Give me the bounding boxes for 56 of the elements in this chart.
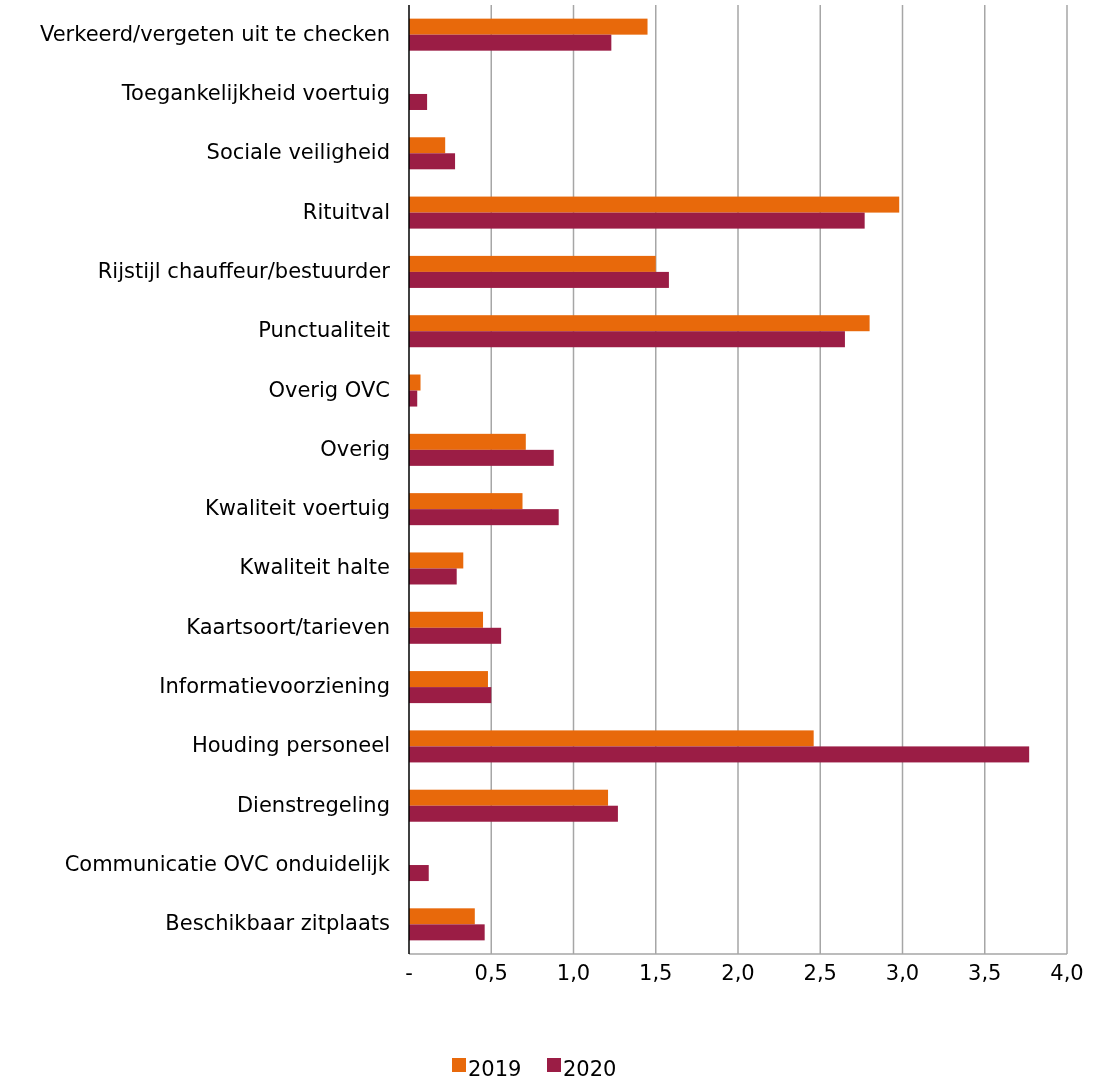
- bar: [409, 746, 1030, 763]
- y-tick-label: Kwaliteit voertuig: [205, 496, 390, 521]
- x-tick-label: 2,0: [721, 961, 755, 985]
- bar: [409, 331, 845, 348]
- y-tick-label: Dienstregeling: [236, 792, 390, 817]
- bar: [409, 611, 484, 628]
- y-tick-label: Houding personeel: [191, 733, 390, 758]
- x-tick-label: 3,0: [885, 961, 920, 985]
- y-tick-label: Kwaliteit halte: [239, 555, 390, 580]
- bar: [409, 627, 502, 644]
- bar: [409, 493, 523, 510]
- y-tick-label: Rijstijl chauffeur/bestuurder: [97, 258, 391, 283]
- bar: [409, 671, 488, 688]
- y-tick-label: Toegankelijkheid voertuig: [120, 80, 390, 105]
- y-tick-label: Sociale veiligheid: [206, 140, 390, 165]
- y-tick-label: Beschikbaar zitplaats: [165, 911, 390, 936]
- bar: [409, 687, 492, 704]
- y-tick-label: Punctualiteit: [258, 318, 390, 343]
- bar: [409, 18, 648, 35]
- x-tick-label: 0,5: [474, 961, 508, 985]
- y-tick-label: Verkeerd/vergeten uit te checken: [39, 21, 390, 46]
- x-tick-label: 2,5: [803, 961, 837, 985]
- bar: [409, 805, 618, 822]
- x-tick-label: 1,5: [639, 961, 673, 985]
- bar: [409, 255, 656, 272]
- y-tick-label: Overig OVC: [268, 377, 390, 402]
- bar: [409, 433, 526, 450]
- bar: [409, 924, 485, 941]
- bar: [409, 865, 429, 882]
- bar: [409, 552, 464, 569]
- y-tick-label: Rituitval: [302, 199, 390, 224]
- x-tick-label: 4,0: [1050, 961, 1084, 985]
- y-tick-label: Communicatie OVC onduidelijk: [64, 852, 391, 877]
- bar: [409, 374, 421, 391]
- bar: [409, 137, 446, 154]
- bar: [409, 196, 900, 213]
- x-tick-label: 1,0: [556, 961, 591, 985]
- bar: [409, 271, 669, 288]
- legend-label: 2019: [468, 1057, 522, 1081]
- bar: [409, 212, 865, 229]
- bar: [409, 153, 456, 170]
- y-tick-label: Overig: [320, 436, 390, 461]
- bar: [409, 908, 475, 925]
- bar: [409, 449, 554, 466]
- legend-label: 2020: [563, 1057, 617, 1081]
- bar: [409, 730, 814, 747]
- bar: [409, 34, 612, 51]
- bar: [409, 509, 559, 526]
- x-tick-label: 3,5: [968, 961, 1002, 985]
- y-tick-label: Kaartsoort/tarieven: [186, 614, 390, 639]
- x-tick-label: -: [405, 961, 413, 985]
- bar: [409, 789, 609, 806]
- bar: [409, 568, 457, 585]
- bar: [409, 315, 870, 332]
- bar: [409, 93, 428, 110]
- y-tick-label: Informatievoorziening: [159, 674, 390, 699]
